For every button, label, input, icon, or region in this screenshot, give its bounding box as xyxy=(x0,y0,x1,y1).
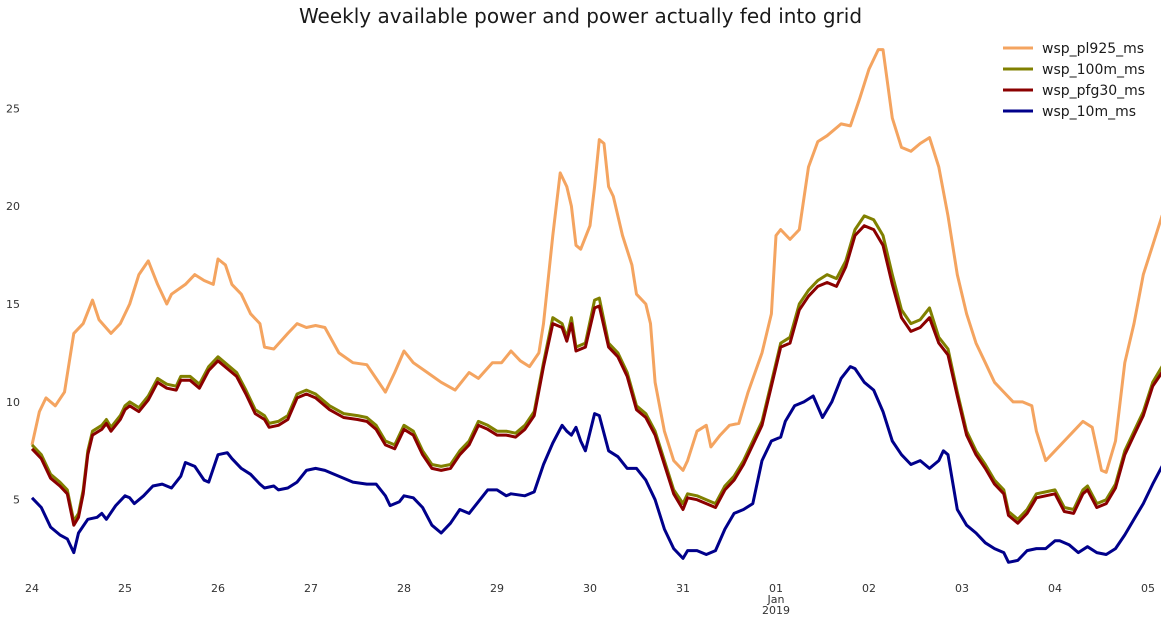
y-tick-label: 15 xyxy=(6,298,20,311)
x-tick-label: 25 xyxy=(118,582,132,595)
legend-label-wsp_100m_ms: wsp_100m_ms xyxy=(1042,62,1145,78)
x-tick-label: 05 xyxy=(1141,582,1155,595)
x-tick-label: 26 xyxy=(211,582,225,595)
legend-label-wsp_10m_ms: wsp_10m_ms xyxy=(1042,104,1136,120)
series-line-wsp_10m_ms xyxy=(30,365,1161,564)
series-lines xyxy=(30,48,1161,564)
x-tick-label: 02 xyxy=(862,582,876,595)
x-tick-label: 01 xyxy=(769,582,783,595)
legend: wsp_pl925_ms wsp_100m_ms wsp_pfg30_ms wsp_1… xyxy=(1003,41,1145,120)
x-tick-label: 27 xyxy=(304,582,318,595)
x-tick-label: 03 xyxy=(955,582,969,595)
y-tick-label: 5 xyxy=(13,494,20,507)
x-tick-label: 31 xyxy=(676,582,690,595)
y-axis-ticks: 5 10 15 20 25 xyxy=(6,102,20,506)
x-tick-label: 28 xyxy=(397,582,411,595)
y-tick-label: 25 xyxy=(6,102,20,115)
x-tick-label: 24 xyxy=(25,582,39,595)
legend-label-wsp_pfg30_ms: wsp_pfg30_ms xyxy=(1042,83,1145,99)
series-line-wsp_pl925_ms xyxy=(30,48,1161,474)
x-tick-label: 29 xyxy=(490,582,504,595)
legend-label-wsp_pl925_ms: wsp_pl925_ms xyxy=(1042,41,1144,57)
x-tick-label: 2019 xyxy=(762,604,790,617)
chart-title: Weekly available power and power actuall… xyxy=(298,4,863,28)
x-tick-label: Jan xyxy=(767,593,785,606)
x-tick-label: 04 xyxy=(1048,582,1062,595)
series-line-wsp_pfg30_ms xyxy=(30,224,1161,527)
x-tick-label: 30 xyxy=(583,582,597,595)
y-tick-label: 10 xyxy=(6,396,20,409)
y-tick-label: 20 xyxy=(6,200,20,213)
